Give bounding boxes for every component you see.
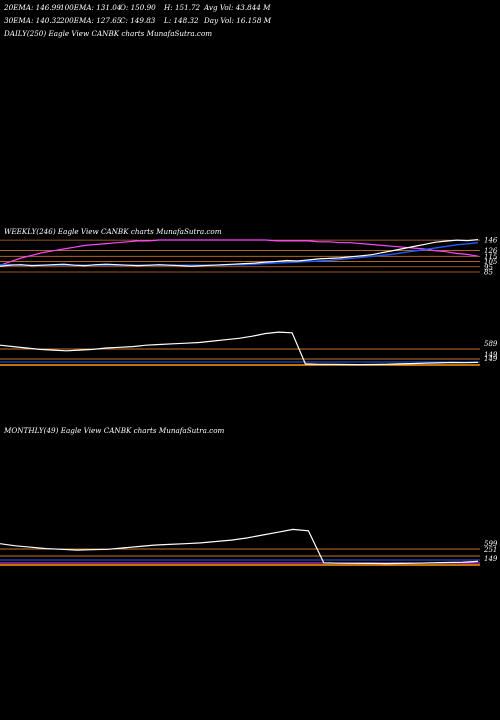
weekly-tick-label: 95 bbox=[484, 263, 493, 271]
close-value: C: 149.83 bbox=[120, 16, 156, 25]
indicator-price-line bbox=[0, 331, 479, 366]
low-value: L: 148.32 bbox=[164, 16, 199, 25]
monthly-panel-label: MONTHLY(49) Eagle View CANBK charts Muna… bbox=[4, 426, 225, 435]
weekly-tick-label: 105 bbox=[484, 258, 498, 266]
avg-vol-value: Avg Vol: 43.844 M bbox=[204, 3, 271, 12]
weekly-tick-label: 85 bbox=[484, 269, 493, 277]
weekly-tick-label: 146 bbox=[484, 237, 498, 245]
high-value: H: 151.72 bbox=[164, 3, 201, 12]
daily-panel-label: DAILY(250) Eagle View CANBK charts Munaf… bbox=[4, 29, 213, 38]
weekly-tick-label: 115 bbox=[484, 253, 498, 261]
monthly-price-line bbox=[0, 528, 479, 565]
monthly-tick-label: 251 bbox=[483, 546, 497, 554]
header-row-2: 30EMA: 140.32200EMA: 127.65C: 149.83 L: 1… bbox=[4, 16, 271, 25]
ema200-value: 200EMA: 127.65 bbox=[60, 16, 122, 25]
weekly-price-line bbox=[0, 239, 479, 267]
weekly-panel-label: WEEKLY(246) Eagle View CANBK charts Muna… bbox=[4, 227, 222, 236]
monthly-tick-label: 599 bbox=[484, 540, 498, 548]
day-vol-value: Day Vol: 16.158 M bbox=[204, 16, 272, 25]
ema20-value: 20EMA: 146.99 bbox=[4, 3, 61, 12]
weekly-ema-slow-line bbox=[0, 239, 479, 266]
monthly-tick-label: 149 bbox=[484, 555, 498, 563]
ema30-value: 30EMA: 140.32 bbox=[4, 16, 61, 25]
indicator-tick-label: 149 bbox=[484, 355, 498, 363]
indicator-tick-label: 589 bbox=[484, 340, 498, 348]
header-row-1: 20EMA: 146.99100EMA: 131.04O: 150.90 H: 1… bbox=[4, 3, 271, 12]
weekly-tick-label: 126 bbox=[484, 247, 498, 255]
indicator-tick-label: 149 bbox=[484, 351, 498, 359]
ema100-value: 100EMA: 131.04 bbox=[60, 3, 122, 12]
open-value: O: 150.90 bbox=[120, 3, 156, 12]
